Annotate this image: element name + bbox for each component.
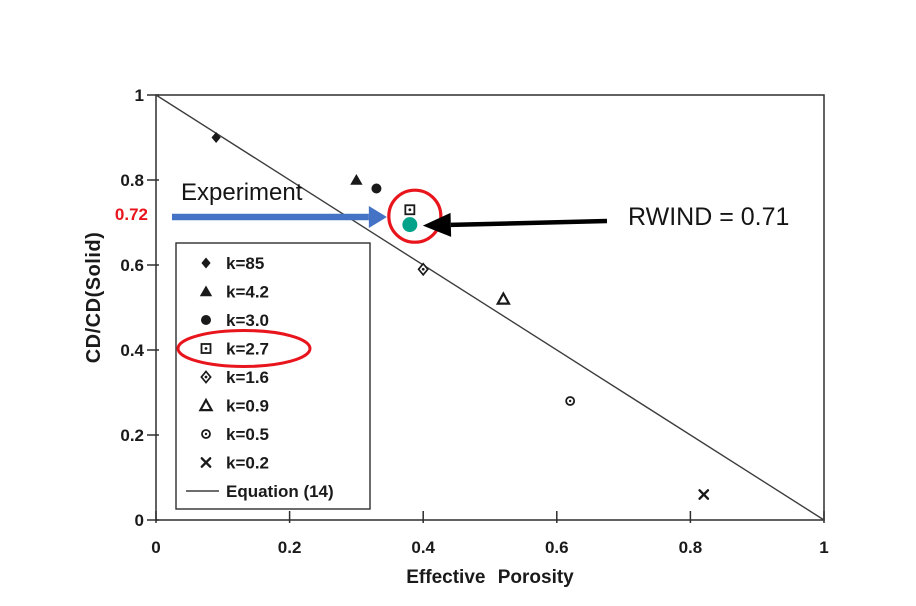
- svg-text:0.8: 0.8: [679, 538, 703, 557]
- svg-text:k=0.2: k=0.2: [226, 454, 269, 473]
- svg-text:k=3.0: k=3.0: [226, 311, 269, 330]
- equation-line: [155, 94, 825, 521]
- rwind-arrow: [422, 212, 608, 237]
- y-axis-title: CD/CD(Solid): [83, 232, 105, 364]
- data-points-k-0.5: [565, 396, 576, 406]
- svg-text:0.8: 0.8: [120, 171, 144, 190]
- legend: k=85 k=4.2 k=3.0 k=2.7 k=1.6 k=0.9 k=0.5 k=0.2 E…: [175, 242, 371, 510]
- svg-text:0.6: 0.6: [545, 538, 569, 557]
- svg-text:Effective Porosity: Effective Porosity: [406, 567, 574, 588]
- plot-border: [155, 94, 825, 521]
- x-axis: 0 0.2 0.4 0.6 0.8 1 Effective Porosity: [151, 511, 829, 588]
- data-points-k-0.9: [495, 291, 511, 305]
- rwind-label: RWIND = 0.71: [628, 203, 790, 231]
- svg-text:0.4: 0.4: [411, 538, 435, 557]
- svg-text:0.6: 0.6: [120, 256, 144, 275]
- svg-text:CD/CD(Solid): CD/CD(Solid): [83, 232, 105, 364]
- svg-text:k=85: k=85: [226, 254, 264, 273]
- svg-text:1: 1: [819, 538, 828, 557]
- svg-text:0: 0: [135, 511, 144, 530]
- svg-text:k=0.5: k=0.5: [226, 425, 269, 444]
- data-points-k-3.0: [371, 183, 382, 194]
- data-points-k-0.2: [698, 489, 710, 500]
- point-highlight-circle: [387, 188, 443, 244]
- svg-text:0: 0: [151, 538, 160, 557]
- special-y-value-label: 0.72: [115, 205, 148, 224]
- legend-highlight-ellipse: [176, 329, 312, 368]
- data-points-k-2.7: [404, 204, 416, 216]
- svg-text:0.2: 0.2: [120, 426, 144, 445]
- svg-text:0.72: 0.72: [115, 205, 148, 224]
- svg-text:Equation (14): Equation (14): [226, 482, 334, 501]
- svg-text:k=0.9: k=0.9: [226, 397, 269, 416]
- y-axis: 0 0.2 0.4 0.6 0.8 1: [120, 86, 159, 530]
- experiment-arrow: [172, 206, 387, 228]
- data-points-k-4.2: [350, 174, 363, 185]
- experiment-label: Experiment: [181, 179, 303, 206]
- svg-text:k=2.7: k=2.7: [226, 340, 269, 359]
- data-points-k-1.6: [417, 262, 429, 277]
- svg-text:k=4.2: k=4.2: [226, 283, 269, 302]
- svg-text:k=1.6: k=1.6: [226, 368, 269, 387]
- svg-text:1: 1: [135, 86, 144, 105]
- svg-text:0.2: 0.2: [278, 538, 302, 557]
- svg-text:0.4: 0.4: [120, 341, 144, 360]
- data-points-k-85: [211, 132, 221, 143]
- experiment-point: [402, 217, 418, 233]
